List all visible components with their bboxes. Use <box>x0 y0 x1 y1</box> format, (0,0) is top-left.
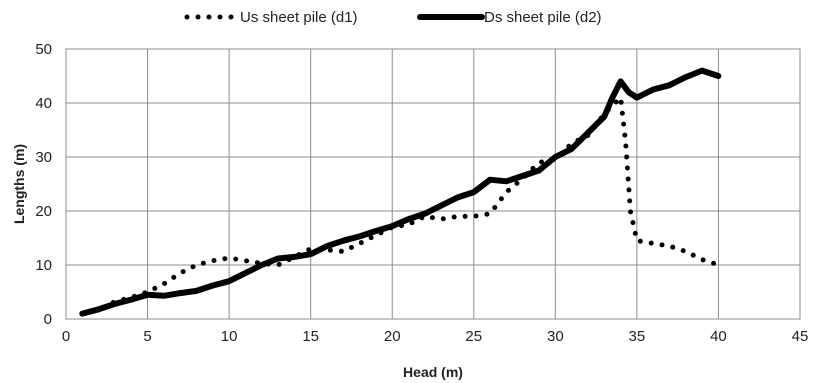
y-tick-label-0: 0 <box>44 311 52 328</box>
y-tick-label-1: 10 <box>35 257 52 274</box>
x-tick-label-1: 5 <box>143 328 151 345</box>
y-tick-label-4: 40 <box>35 95 52 112</box>
plot-area <box>65 48 801 320</box>
y-tick-label-5: 50 <box>35 41 52 58</box>
x-tick-label-8: 40 <box>710 328 727 345</box>
x-tick-label-4: 20 <box>384 328 401 345</box>
x-axis-title: Head (m) <box>403 364 463 380</box>
grid <box>65 48 801 320</box>
x-tick-label-5: 25 <box>465 328 482 345</box>
series-line-1 <box>79 67 722 317</box>
series-line-0 <box>79 95 721 317</box>
legend-label-us-sheet-pile: Us sheet pile (d1) <box>240 9 358 26</box>
legend: Us sheet pile (d1) Ds sheet pile (d2) <box>184 9 602 26</box>
x-tick-label-6: 30 <box>547 328 564 345</box>
x-tick-label-2: 10 <box>221 328 238 345</box>
x-tick-label-7: 35 <box>629 328 646 345</box>
legend-label-ds-sheet-pile: Ds sheet pile (d2) <box>484 9 602 26</box>
y-axis-title: Lengths (m) <box>11 144 27 224</box>
y-tick-labels: 0 10 20 30 40 50 <box>35 41 52 328</box>
y-tick-label-3: 30 <box>35 149 52 166</box>
x-tick-label-3: 15 <box>302 328 319 345</box>
series-layer <box>79 67 722 317</box>
x-tick-label-9: 45 <box>792 328 809 345</box>
plot-border <box>65 48 801 320</box>
x-tick-labels: 0 5 10 15 20 25 30 35 40 45 <box>62 328 809 345</box>
x-tick-label-0: 0 <box>62 328 70 345</box>
y-tick-label-2: 20 <box>35 203 52 220</box>
